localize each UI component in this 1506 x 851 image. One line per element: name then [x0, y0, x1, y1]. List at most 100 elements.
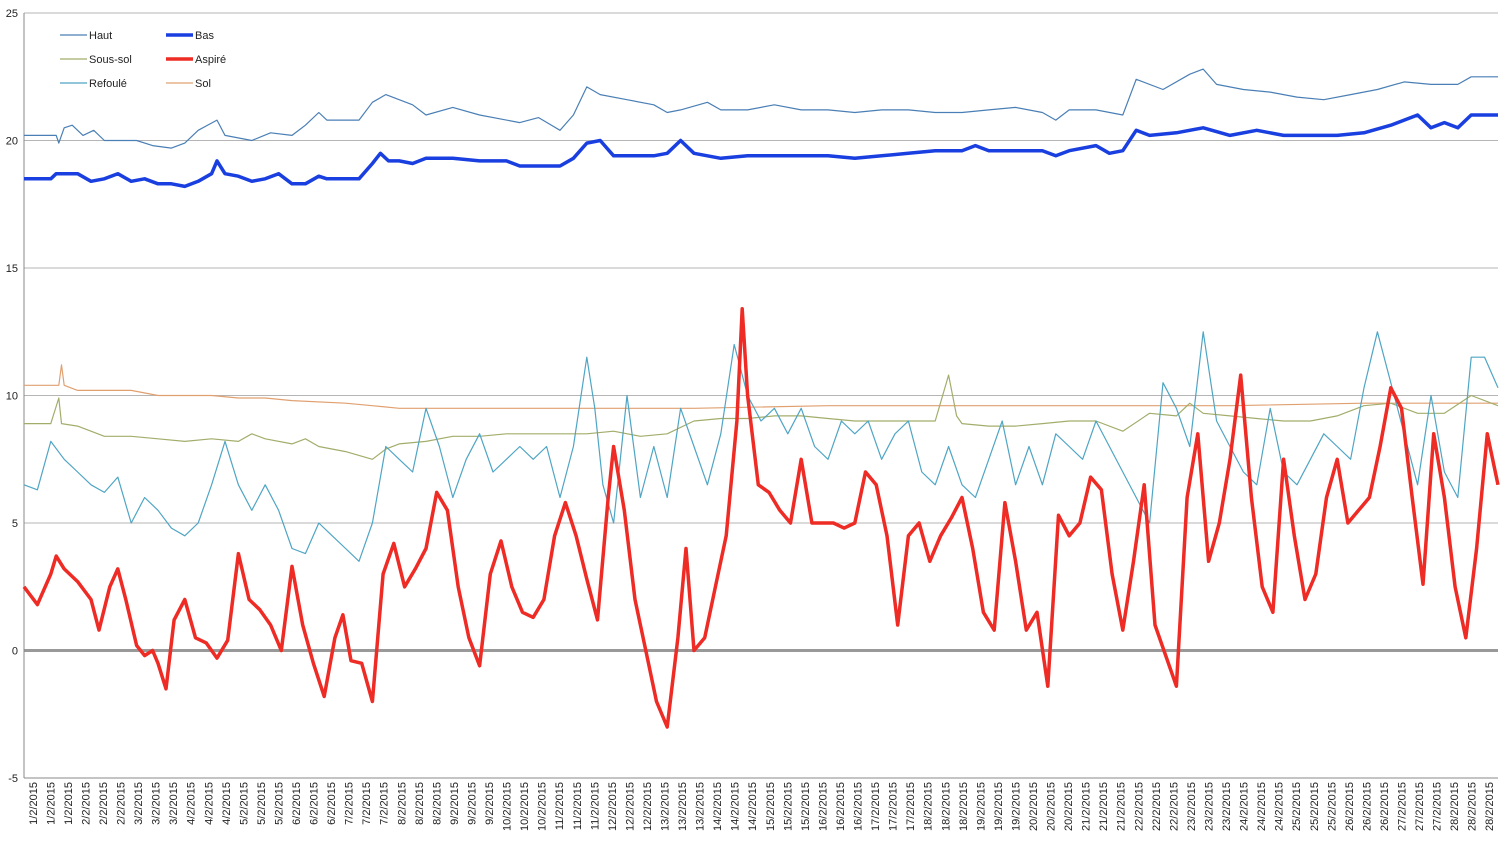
x-tick-label: 7/2/2015 — [344, 782, 356, 825]
x-tick-label: 12/2/2015 — [642, 782, 654, 831]
x-tick-label: 5/2/2015 — [238, 782, 250, 825]
y-tick-label: 25 — [6, 8, 18, 20]
x-tick-label: 25/2/2015 — [1326, 782, 1338, 831]
x-tick-label: 20/2/2015 — [1046, 782, 1058, 831]
x-tick-label: 8/2/2015 — [396, 782, 408, 825]
x-tick-label: 3/2/2015 — [168, 782, 180, 825]
x-tick-label: 23/2/2015 — [1221, 782, 1233, 831]
legend-label: Sous-sol — [89, 54, 132, 66]
x-tick-label: 1/2/2015 — [45, 782, 57, 825]
x-tick-label: 27/2/2015 — [1414, 782, 1426, 831]
x-tick-label: 4/2/2015 — [203, 782, 215, 825]
series-line-haut — [24, 68, 1498, 149]
x-tick-label: 15/2/2015 — [800, 782, 812, 831]
axes: -5 0 5 10 15 20 25 1/2/2015 1/2/2015 1/2/2015 2/2/… — [6, 8, 1498, 831]
x-tick-label: 26/2/2015 — [1379, 782, 1391, 831]
x-tick-label: 14/2/2015 — [747, 782, 759, 831]
x-tick-label: 21/2/2015 — [1081, 782, 1093, 831]
series-line-bas — [24, 113, 1498, 189]
x-tick-label: 28/2/2015 — [1449, 782, 1461, 831]
x-tick-label: 8/2/2015 — [414, 782, 426, 825]
legend-label: Aspiré — [195, 54, 226, 66]
x-tick-label: 27/2/2015 — [1396, 782, 1408, 831]
x-tick-label: 17/2/2015 — [905, 782, 917, 831]
x-tick-label: 5/2/2015 — [273, 782, 285, 825]
x-tick-label: 4/2/2015 — [186, 782, 198, 825]
x-tick-label: 9/2/2015 — [466, 782, 478, 825]
y-tick-label: 20 — [6, 136, 18, 148]
x-tick-label: 19/2/2015 — [1010, 782, 1022, 831]
x-tick-label: 22/2/2015 — [1151, 782, 1163, 831]
x-tick-label: 26/2/2015 — [1361, 782, 1373, 831]
x-tick-label: 2/2/2015 — [116, 782, 128, 825]
x-tick-label: 22/2/2015 — [1168, 782, 1180, 831]
x-tick-label: 28/2/2015 — [1484, 782, 1496, 831]
x-tick-label: 10/2/2015 — [519, 782, 531, 831]
x-tick-label: 27/2/2015 — [1432, 782, 1444, 831]
x-tick-label: 10/2/2015 — [502, 782, 514, 831]
x-tick-label: 15/2/2015 — [782, 782, 794, 831]
series-line-sous-sol — [24, 374, 1499, 460]
x-tick-label: 13/2/2015 — [677, 782, 689, 831]
x-tick-label: 28/2/2015 — [1467, 782, 1479, 831]
legend-label: Sol — [195, 78, 211, 90]
x-tick-label: 1/2/2015 — [63, 782, 75, 825]
x-tick-label: 21/2/2015 — [1098, 782, 1110, 831]
x-tick-label: 19/2/2015 — [975, 782, 987, 831]
x-tick-label: 20/2/2015 — [1028, 782, 1040, 831]
x-tick-label: 1/2/2015 — [28, 782, 40, 825]
x-tick-label: 25/2/2015 — [1291, 782, 1303, 831]
x-tick-label: 6/2/2015 — [291, 782, 303, 825]
x-tick-label: 6/2/2015 — [326, 782, 338, 825]
x-tick-label: 22/2/2015 — [1133, 782, 1145, 831]
x-tick-label: 13/2/2015 — [659, 782, 671, 831]
x-tick-label: 9/2/2015 — [484, 782, 496, 825]
x-tick-label: 11/2/2015 — [589, 782, 601, 830]
series-layer — [22, 68, 1500, 729]
x-tick-label: 18/2/2015 — [923, 782, 935, 831]
x-tick-label: 2/2/2015 — [80, 782, 92, 825]
x-tick-label: 24/2/2015 — [1239, 782, 1251, 831]
gridlines — [24, 12, 1498, 779]
x-tick-label: 7/2/2015 — [379, 782, 391, 825]
x-tick-label: 3/2/2015 — [151, 782, 163, 825]
x-tick-label: 16/2/2015 — [817, 782, 829, 831]
x-tick-label: 24/2/2015 — [1256, 782, 1268, 831]
x-tick-label: 2/2/2015 — [98, 782, 110, 825]
legend-label: Bas — [195, 30, 214, 42]
x-tick-label: 6/2/2015 — [309, 782, 321, 825]
x-tick-label: 20/2/2015 — [1063, 782, 1075, 831]
x-tick-label: 15/2/2015 — [765, 782, 777, 831]
x-tick-label: 17/2/2015 — [888, 782, 900, 831]
y-tick-label: -5 — [8, 773, 18, 785]
x-tick-label: 12/2/2015 — [624, 782, 636, 831]
series-line-aspiré — [22, 307, 1500, 729]
x-tick-label: 26/2/2015 — [1344, 782, 1356, 831]
x-tick-label: 9/2/2015 — [449, 782, 461, 825]
legend-label: Refoulé — [89, 78, 127, 90]
x-tick-label: 18/2/2015 — [940, 782, 952, 831]
x-tick-label: 11/2/2015 — [554, 782, 566, 830]
x-tick-label: 7/2/2015 — [361, 782, 373, 825]
y-tick-label: 5 — [12, 518, 18, 530]
x-tick-label: 14/2/2015 — [730, 782, 742, 831]
x-tick-label: 14/2/2015 — [712, 782, 724, 831]
x-tick-label: 18/2/2015 — [958, 782, 970, 831]
x-tick-label: 24/2/2015 — [1274, 782, 1286, 831]
y-tick-label: 15 — [6, 263, 18, 275]
x-tick-label: 19/2/2015 — [993, 782, 1005, 831]
x-tick-label: 3/2/2015 — [133, 782, 145, 825]
legend-label: Haut — [89, 30, 112, 42]
x-tick-label: 23/2/2015 — [1186, 782, 1198, 831]
x-tick-label: 17/2/2015 — [870, 782, 882, 831]
series-line-refoulé — [23, 331, 1499, 562]
x-tick-label: 11/2/2015 — [572, 782, 584, 830]
x-tick-label: 5/2/2015 — [256, 782, 268, 825]
legend: Haut Bas Sous-sol Aspiré Refoulé Sol — [60, 30, 226, 90]
x-tick-label: 21/2/2015 — [1116, 782, 1128, 831]
x-tick-label: 16/2/2015 — [853, 782, 865, 831]
y-tick-label: 10 — [6, 391, 18, 403]
x-tick-label: 12/2/2015 — [607, 782, 619, 831]
y-tick-label: 0 — [12, 646, 18, 658]
